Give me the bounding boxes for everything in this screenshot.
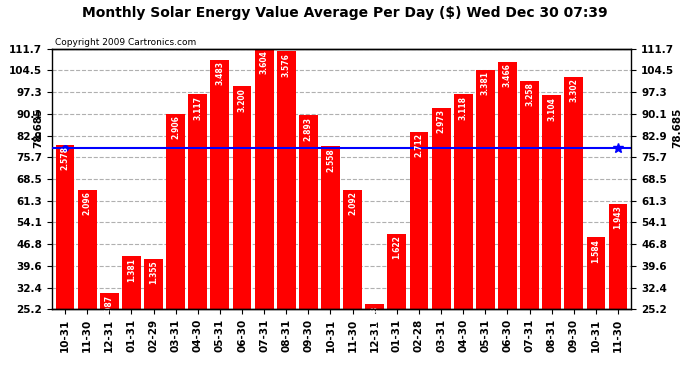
Text: 2.712: 2.712 (415, 134, 424, 158)
Bar (520, 81, 539, 375)
Bar (388, 234, 406, 375)
Text: Monthly Solar Energy Value Average Per Day ($) Wed Dec 30 07:39: Monthly Solar Energy Value Average Per D… (82, 6, 608, 20)
Bar (188, 94, 207, 375)
Text: 3.381: 3.381 (481, 71, 490, 95)
Bar (166, 114, 185, 375)
Text: 78.685: 78.685 (673, 108, 682, 148)
Bar (144, 259, 163, 375)
Text: 78.685: 78.685 (34, 108, 43, 148)
Text: 3.302: 3.302 (569, 78, 578, 102)
Bar (586, 237, 605, 375)
Bar (498, 62, 517, 375)
Bar (255, 49, 273, 375)
Text: 2.096: 2.096 (83, 191, 92, 215)
Text: 3.118: 3.118 (459, 96, 468, 120)
Bar (122, 256, 141, 375)
Text: 0.868: 0.868 (371, 306, 380, 330)
Bar (476, 69, 495, 375)
Bar (365, 304, 384, 375)
Text: 1.622: 1.622 (393, 235, 402, 259)
Text: 2.092: 2.092 (348, 191, 357, 215)
Text: 3.576: 3.576 (282, 53, 290, 76)
Text: 1.381: 1.381 (127, 258, 136, 282)
Text: 1.355: 1.355 (149, 260, 158, 284)
Text: 3.258: 3.258 (525, 82, 534, 106)
Bar (343, 190, 362, 375)
Bar (277, 51, 295, 375)
Text: 3.483: 3.483 (215, 62, 224, 86)
Bar (78, 189, 97, 375)
Text: 2.906: 2.906 (171, 116, 180, 139)
Bar (299, 115, 318, 375)
Text: 2.558: 2.558 (326, 148, 335, 172)
Text: 3.117: 3.117 (193, 96, 202, 120)
Bar (321, 146, 340, 375)
Bar (56, 144, 75, 375)
Bar (609, 204, 627, 375)
Text: 1.943: 1.943 (613, 206, 622, 229)
Text: 3.466: 3.466 (503, 63, 512, 87)
Bar (210, 60, 229, 375)
Bar (542, 95, 561, 375)
Text: 3.104: 3.104 (547, 97, 556, 121)
Text: 3.200: 3.200 (237, 88, 246, 112)
Text: Copyright 2009 Cartronics.com: Copyright 2009 Cartronics.com (55, 39, 196, 48)
Text: 2.578: 2.578 (61, 146, 70, 170)
Bar (564, 77, 583, 375)
Text: 0.987: 0.987 (105, 295, 114, 319)
Text: 2.973: 2.973 (437, 109, 446, 133)
Text: 3.604: 3.604 (259, 50, 268, 74)
Bar (432, 108, 451, 375)
Bar (233, 86, 251, 375)
Bar (100, 293, 119, 375)
Text: 1.584: 1.584 (591, 239, 600, 263)
Text: 2.893: 2.893 (304, 117, 313, 141)
Bar (454, 94, 473, 375)
Bar (410, 132, 428, 375)
